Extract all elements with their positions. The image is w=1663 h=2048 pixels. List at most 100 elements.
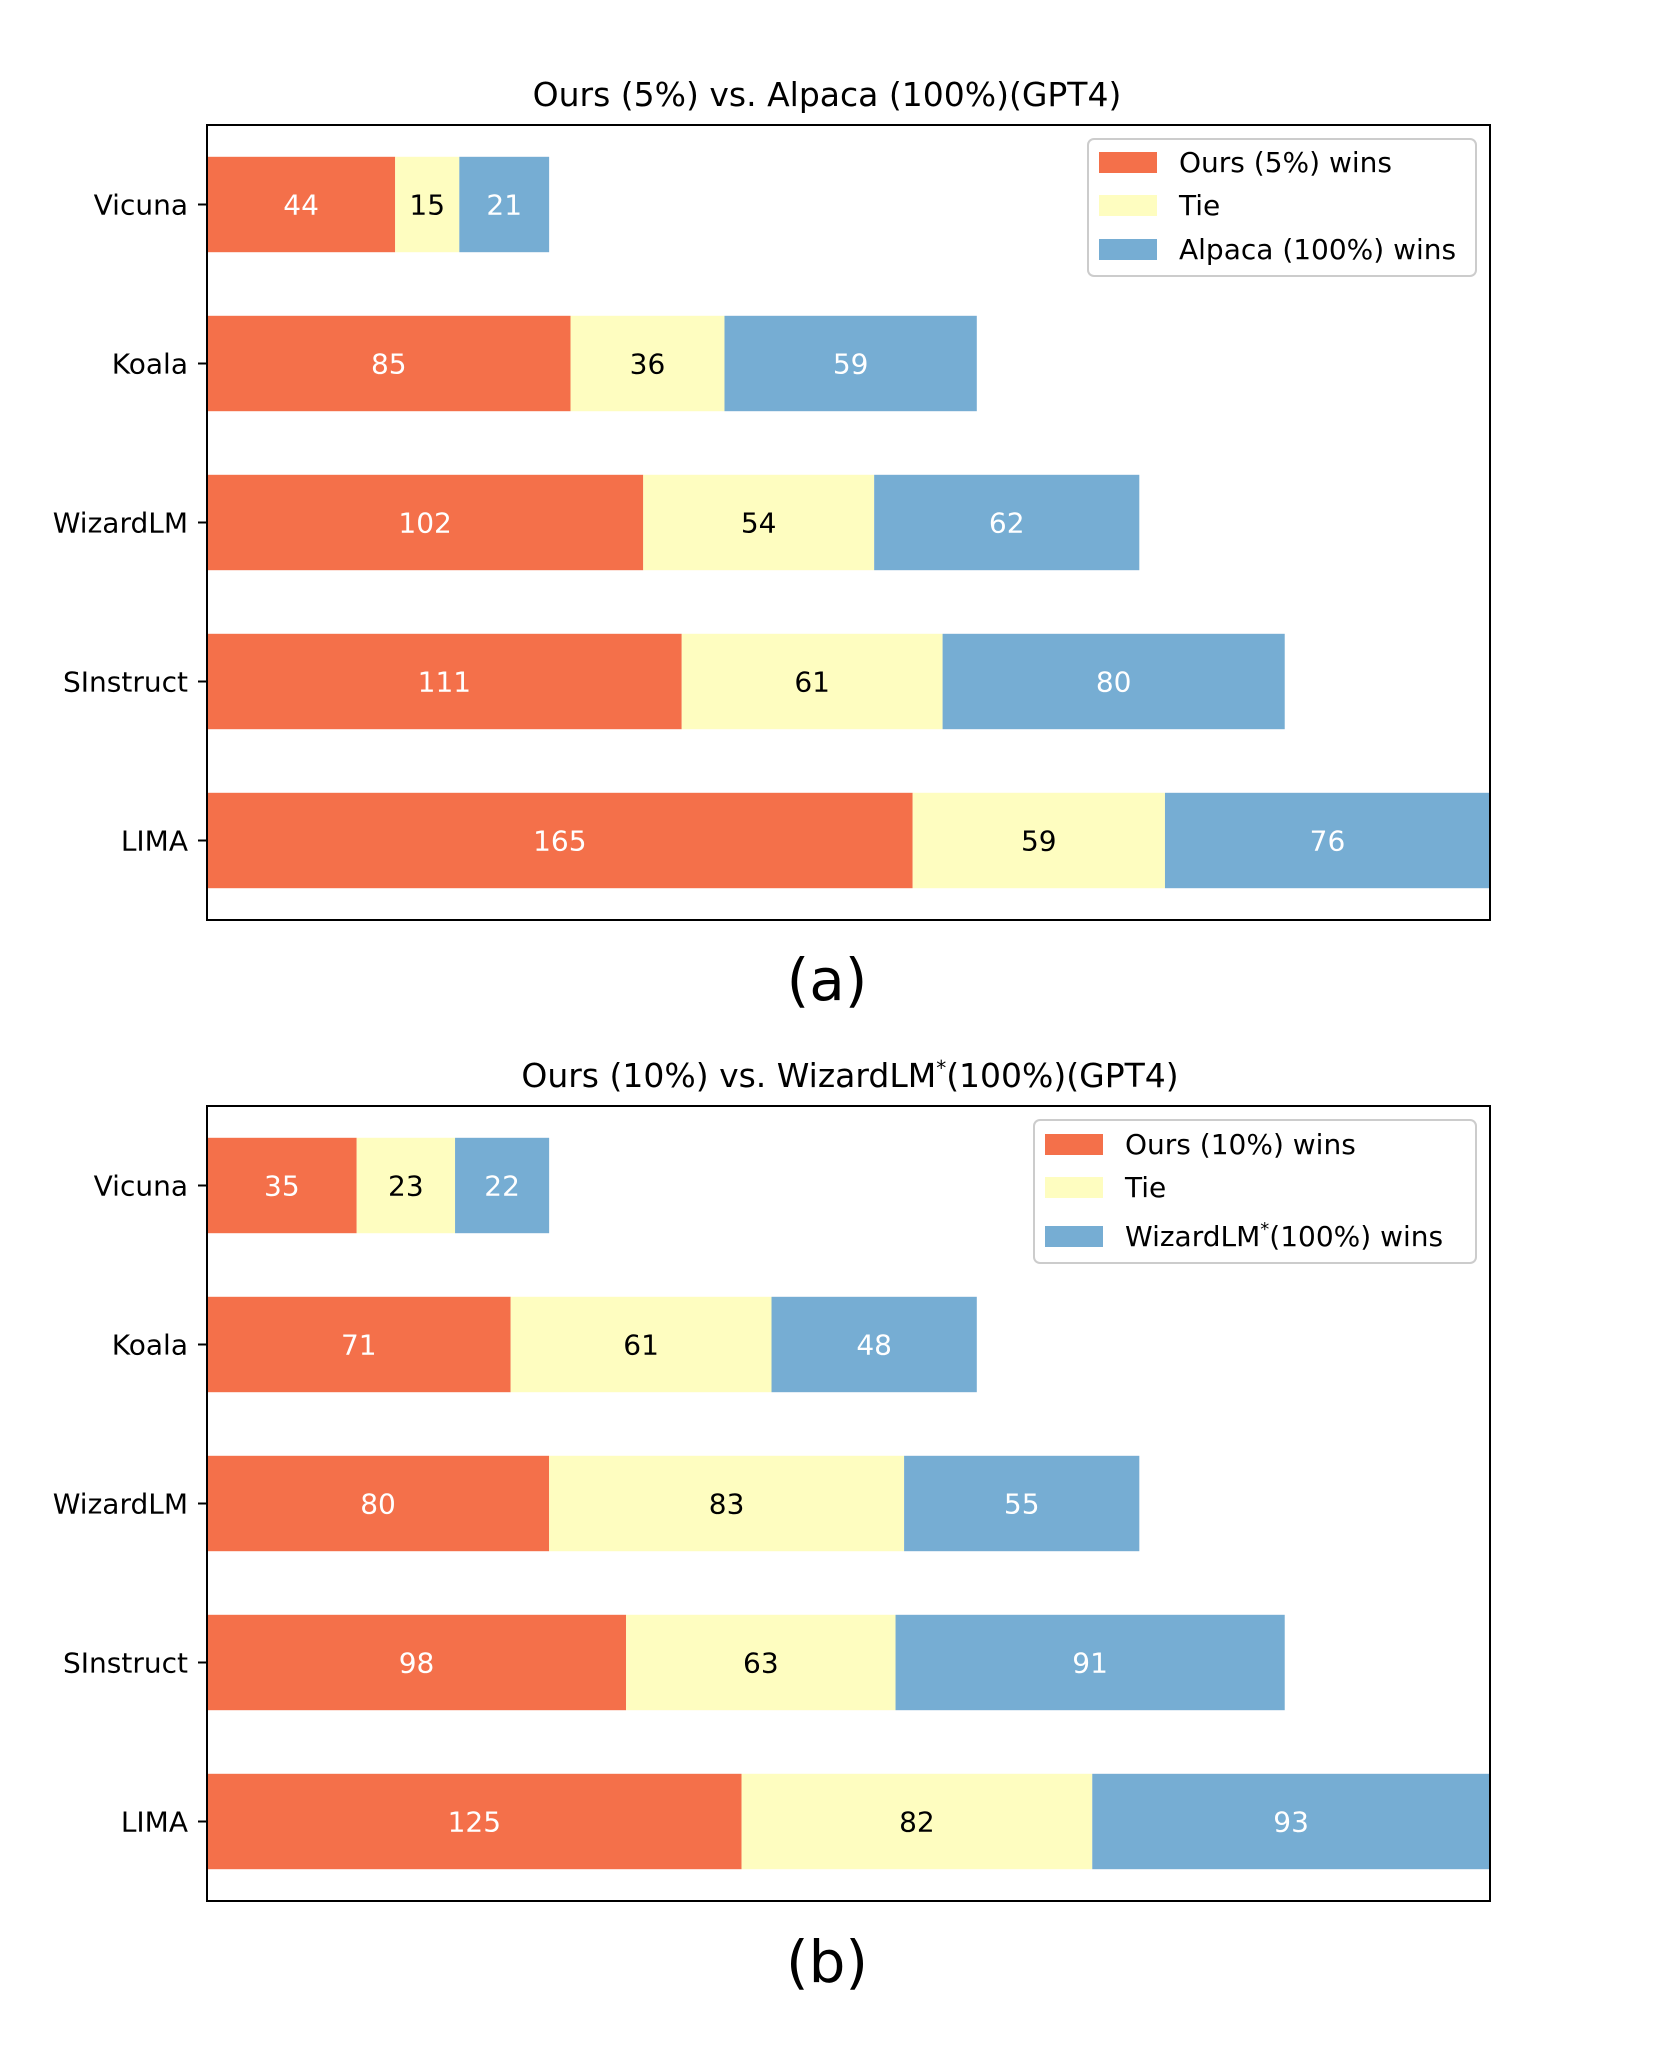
bar-label-other-vicuna-b: 22 [484, 1170, 520, 1203]
legend-swatch-other-a [1099, 239, 1157, 260]
y-tick-label-lima-a: LIMA [121, 825, 188, 858]
bar-ours-vicuna-b [207, 1137, 357, 1234]
legend-swatch-other-b [1045, 1226, 1103, 1247]
bar-ours-lima-b [207, 1773, 742, 1870]
bar-tie-vicuna-b [356, 1137, 456, 1234]
legend-box-b [1033, 1119, 1477, 1264]
bar-label-ours-wizardlm-a: 102 [398, 507, 451, 540]
bar-label-other-lima-b: 93 [1273, 1806, 1309, 1839]
legend-label-other-b-sup: * [1260, 1219, 1269, 1240]
chart-panel-a: Ours (5%) vs. Alpaca (100%)(GPT4) 44 15 21… [53, 75, 1491, 1014]
y-tick-label-vicuna-a: Vicuna [94, 189, 188, 222]
bar-label-other-wizardlm-b: 55 [1004, 1488, 1040, 1521]
bar-other-lima-a [1164, 792, 1490, 889]
legend-swatch-ours-b [1045, 1134, 1103, 1155]
chart-title-b-prefix: Ours (10%) vs. WizardLM [521, 1056, 936, 1095]
y-tick-label-vicuna-b: Vicuna [94, 1170, 188, 1203]
bar-label-tie-wizardlm-a: 54 [741, 507, 777, 540]
bar-label-tie-koala-a: 36 [630, 348, 666, 381]
legend-box-a [1087, 138, 1477, 277]
y-tick-label-wizardlm-b: WizardLM [53, 1488, 188, 1521]
y-tick-label-koala-b: Koala [112, 1329, 188, 1362]
bar-label-ours-koala-b: 71 [341, 1329, 377, 1362]
plot-frame-b [206, 1105, 1491, 1902]
bar-label-ours-sinstruct-b: 98 [399, 1647, 435, 1680]
bar-label-other-sinstruct-b: 91 [1072, 1647, 1108, 1680]
chart-title-a: Ours (5%) vs. Alpaca (100%)(GPT4) [533, 75, 1122, 114]
legend-label-other-b: WizardLM*(100%) wins [1125, 1219, 1443, 1253]
y-axis-b: Vicuna Koala WizardLM SInstruct LIMA [53, 1170, 207, 1839]
bar-label-ours-sinstruct-a: 111 [418, 666, 471, 699]
legend-swatch-ours-a [1099, 152, 1157, 173]
legend-b: Ours (10%) wins Tie WizardLM*(100%) wins [1033, 1119, 1477, 1264]
legend-label-other-b-prefix: WizardLM [1125, 1220, 1260, 1253]
bar-label-other-koala-a: 59 [833, 348, 869, 381]
bar-ours-sinstruct-b [207, 1614, 627, 1711]
bar-tie-wizardlm-b [549, 1455, 905, 1552]
bar-ours-vicuna-a [207, 156, 396, 253]
bar-label-ours-lima-a: 165 [533, 825, 586, 858]
bar-other-vicuna-b [455, 1137, 550, 1234]
chart-panel-b: Ours (10%) vs. WizardLM*(100%)(GPT4) 35 2… [53, 1056, 1491, 1996]
bar-label-ours-koala-a: 85 [371, 348, 407, 381]
bar-other-sinstruct-a [942, 633, 1285, 730]
legend-label-tie-a: Tie [1178, 189, 1220, 222]
bar-other-vicuna-a [459, 156, 550, 253]
bar-label-tie-wizardlm-b: 83 [709, 1488, 745, 1521]
bar-label-tie-sinstruct-b: 63 [743, 1647, 779, 1680]
bar-tie-koala-a [570, 315, 725, 412]
chart-title-b-sup: * [936, 1056, 946, 1080]
plot-frame-a [206, 124, 1491, 921]
bar-tie-koala-b [510, 1296, 772, 1393]
bars-group-a: 44 15 21 85 36 59 102 54 62 111 61 80 165 59 76 [207, 156, 1490, 889]
bar-label-tie-koala-b: 61 [623, 1329, 659, 1362]
y-tick-label-sinstruct-a: SInstruct [63, 666, 188, 699]
bar-tie-sinstruct-a [681, 633, 943, 730]
bar-label-tie-vicuna-b: 23 [388, 1170, 424, 1203]
bar-label-ours-wizardlm-b: 80 [360, 1488, 396, 1521]
bar-tie-vicuna-a [395, 156, 460, 253]
panel-label-a: (a) [787, 946, 868, 1014]
bar-other-lima-b [1092, 1773, 1490, 1870]
bar-other-wizardlm-b [904, 1455, 1140, 1552]
bar-label-ours-vicuna-a: 44 [283, 189, 319, 222]
legend-label-tie-b: Tie [1124, 1171, 1166, 1204]
bar-tie-lima-b [741, 1773, 1093, 1870]
y-axis-a: Vicuna Koala WizardLM SInstruct LIMA [53, 189, 207, 858]
legend-label-ours-b: Ours (10%) wins [1125, 1128, 1356, 1161]
bar-ours-wizardlm-b [207, 1455, 550, 1552]
bar-ours-sinstruct-a [207, 633, 682, 730]
y-tick-label-lima-b: LIMA [121, 1806, 188, 1839]
bar-label-other-koala-b: 48 [856, 1329, 892, 1362]
bar-ours-koala-a [207, 315, 571, 412]
bar-tie-wizardlm-a [643, 474, 875, 571]
legend-label-other-b-suffix: (100%) wins [1269, 1220, 1443, 1253]
legend-label-ours-a: Ours (5%) wins [1179, 146, 1392, 179]
y-tick-label-koala-a: Koala [112, 348, 188, 381]
bar-label-other-wizardlm-a: 62 [989, 507, 1025, 540]
bar-other-wizardlm-a [874, 474, 1140, 571]
bar-label-tie-vicuna-a: 15 [409, 189, 445, 222]
legend-a: Ours (5%) wins Tie Alpaca (100%) wins [1087, 138, 1477, 277]
bar-other-koala-b [771, 1296, 977, 1393]
panel-label-b: (b) [786, 1928, 868, 1996]
bar-label-other-vicuna-a: 21 [486, 189, 522, 222]
bar-label-tie-lima-a: 59 [1021, 825, 1057, 858]
bar-label-other-lima-a: 76 [1310, 825, 1346, 858]
bar-label-ours-vicuna-b: 35 [264, 1170, 300, 1203]
chart-title-b-suffix: (100%)(GPT4) [946, 1056, 1178, 1095]
y-tick-label-sinstruct-b: SInstruct [63, 1647, 188, 1680]
legend-swatch-tie-a [1099, 195, 1157, 216]
bar-ours-wizardlm-a [207, 474, 644, 571]
bar-tie-sinstruct-b [626, 1614, 896, 1711]
bar-ours-lima-a [207, 792, 913, 889]
bar-other-sinstruct-b [895, 1614, 1285, 1711]
bar-tie-lima-a [912, 792, 1165, 889]
legend-label-other-a: Alpaca (100%) wins [1179, 233, 1456, 266]
chart-title-b: Ours (10%) vs. WizardLM*(100%)(GPT4) [521, 1056, 1178, 1095]
bar-label-other-sinstruct-a: 80 [1096, 666, 1132, 699]
bar-other-koala-a [724, 315, 977, 412]
bar-label-ours-lima-b: 125 [448, 1806, 501, 1839]
bar-label-tie-lima-b: 82 [899, 1806, 935, 1839]
